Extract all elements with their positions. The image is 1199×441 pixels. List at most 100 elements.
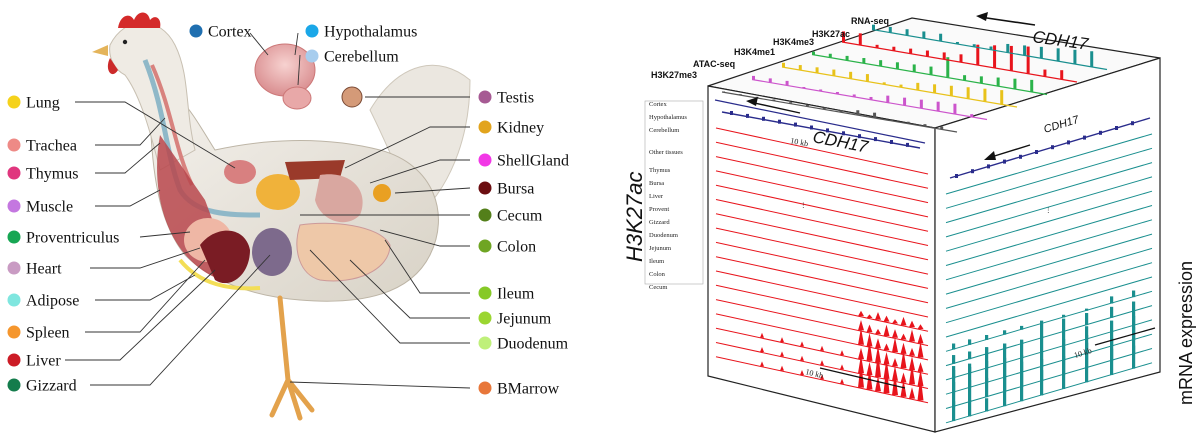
top-track-peak <box>906 121 910 124</box>
right-track-peak <box>968 380 972 403</box>
legend-item-thymus: Thymus <box>7 166 78 183</box>
left-track-peak <box>840 364 844 370</box>
top-track-peak <box>963 75 967 81</box>
right-track-peak <box>1132 290 1136 298</box>
legend-dot-lung <box>7 95 21 109</box>
legend-dot-trachea <box>7 138 21 152</box>
legend-item-lung: Lung <box>7 95 60 112</box>
tissue-label-hypothalamus: Hypothalamus <box>649 114 687 121</box>
left-track-peak <box>760 332 764 338</box>
top-track-peak <box>798 65 802 70</box>
top-track-peak <box>862 58 866 64</box>
legend-label-liver: Liver <box>26 353 61 370</box>
top-track-peak <box>815 67 819 73</box>
top-track-peak <box>892 46 896 51</box>
right-track-5 <box>945 190 1153 252</box>
top-track-peak <box>1026 46 1030 74</box>
left-gene-exon <box>858 134 861 139</box>
top-gene-track <box>714 99 926 144</box>
right-track-peak <box>985 377 989 398</box>
right-gene-exon <box>1003 159 1006 164</box>
left-track-peak <box>892 329 898 338</box>
top-track-peak <box>852 94 856 97</box>
right-gene-exon <box>1083 135 1086 140</box>
top-track-peak <box>940 126 944 130</box>
right-track-1 <box>945 133 1153 195</box>
scale-bar-top: 10 kb <box>790 136 809 148</box>
left-gene-exon <box>778 119 781 124</box>
legend-item-adipose: Adipose <box>7 293 79 310</box>
right-track-peak <box>1085 326 1089 340</box>
right-track-peak <box>985 334 989 340</box>
right-gene-exon <box>1051 145 1054 150</box>
right-track-peak <box>1132 326 1136 355</box>
top-track-peak <box>925 50 929 57</box>
left-track-peak <box>840 378 844 384</box>
top-track-peak <box>1090 51 1094 67</box>
right-gene-exon <box>987 164 990 169</box>
left-track-peak <box>883 364 890 394</box>
legend-dot-cerebellum <box>305 49 319 63</box>
right-track-peak <box>952 366 956 393</box>
top-track-peak <box>972 44 976 47</box>
right-track-peak <box>1132 345 1136 369</box>
left-track-peak <box>909 329 915 342</box>
top-track-peak <box>789 102 793 104</box>
legend-label-kidney: Kidney <box>497 120 544 137</box>
legend-label-thymus: Thymus <box>26 166 78 183</box>
top-track-peak <box>899 84 903 87</box>
legend-label-ileum: Ileum <box>497 286 535 303</box>
left-track-peak <box>840 350 844 356</box>
right-track-17 <box>945 362 1153 424</box>
left-track-6 <box>715 199 929 246</box>
top-track-peak <box>1060 70 1064 80</box>
legend-item-colon: Colon <box>478 239 536 256</box>
right-track-11 <box>945 276 1153 338</box>
top-track-peak <box>976 44 980 65</box>
legend-right: Testis Kidney ShellGland Bursa Cecum Colon Ile… <box>478 90 569 398</box>
left-track-1 <box>715 127 929 175</box>
legend-dot-thymus <box>7 166 21 180</box>
left-track-peak <box>858 310 864 317</box>
right-ellipsis: ⋮ <box>1045 207 1052 214</box>
legend-item-cortex: Cortex <box>189 24 252 41</box>
left-track-peak <box>875 328 881 335</box>
legend-label-bmarrow: BMarrow <box>497 381 560 398</box>
right-gene-exon <box>1019 154 1022 159</box>
right-axis-label: mRNA expression <box>1176 261 1196 405</box>
legend-label-gizzard: Gizzard <box>26 378 77 395</box>
legend-top: Cortex Hypothalamus Cerebellum <box>189 24 417 66</box>
left-track-peak <box>800 341 804 347</box>
left-ellipsis: ⋮ <box>800 202 807 209</box>
legend-item-muscle: Muscle <box>7 199 73 216</box>
genome-cube: ⋮ ⋮ CDH17 CDH17 CDH17 10 kb 10 kb 10 <box>622 12 1196 433</box>
top-track-peak <box>882 82 886 85</box>
right-track-peak <box>952 355 956 364</box>
top-track-peak <box>949 85 953 96</box>
top-track-peak <box>993 45 997 68</box>
left-track-peak <box>883 351 890 365</box>
top-track-peak <box>983 88 987 102</box>
left-track-peak <box>800 355 804 361</box>
top-track-peak <box>879 60 883 66</box>
top-track-peak <box>802 86 806 89</box>
left-gene-exon <box>746 113 749 118</box>
tissue-label-cecum: Cecum <box>649 284 667 291</box>
legend-item-liver: Liver <box>7 353 61 370</box>
top-track-peak <box>772 99 776 101</box>
top-track-peak <box>768 78 772 83</box>
right-gene-exon <box>955 174 958 178</box>
right-gene-exon <box>971 169 974 174</box>
left-track-peak <box>800 370 804 376</box>
top-track-peak <box>889 119 893 121</box>
top-track-peak <box>959 54 963 62</box>
left-track-17 <box>715 356 929 404</box>
top-track-peak <box>922 31 926 39</box>
top-track-peak <box>1043 69 1047 77</box>
left-track-peak <box>866 339 873 361</box>
right-track-peak <box>968 351 972 360</box>
tissue-label-other-tissues: Other tissues <box>649 149 683 156</box>
right-track-peak <box>1110 306 1114 318</box>
top-track-peak <box>1039 46 1043 59</box>
